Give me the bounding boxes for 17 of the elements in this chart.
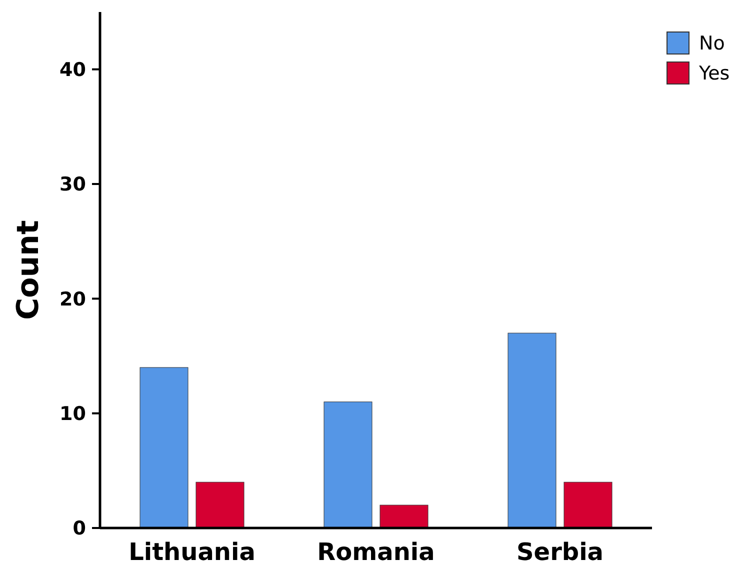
y-tick-label: 10 xyxy=(60,402,86,425)
y-tick-label: 0 xyxy=(72,518,86,540)
y-tick-label: 40 xyxy=(60,58,86,81)
bar xyxy=(324,402,372,528)
y-tick-label: 30 xyxy=(60,174,86,196)
y-axis-title: Count xyxy=(11,220,46,320)
x-tick-label: Serbia xyxy=(516,538,604,566)
x-tick-label: Lithuania xyxy=(128,538,256,566)
legend-label: Yes xyxy=(698,62,730,85)
y-tick-label: 20 xyxy=(60,288,86,310)
x-tick-label: Romania xyxy=(317,538,435,566)
bar xyxy=(196,482,244,528)
bar xyxy=(564,482,612,528)
bar xyxy=(140,367,188,528)
bar xyxy=(508,332,556,528)
legend-label: No xyxy=(699,32,725,55)
bar xyxy=(380,504,428,528)
